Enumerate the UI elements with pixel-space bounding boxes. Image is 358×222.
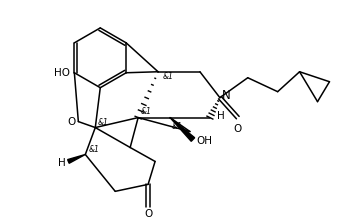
Polygon shape bbox=[68, 155, 85, 163]
Polygon shape bbox=[170, 118, 195, 141]
Text: &1: &1 bbox=[163, 72, 174, 81]
Text: &1: &1 bbox=[88, 145, 99, 154]
Text: &1: &1 bbox=[172, 122, 183, 131]
Text: O: O bbox=[234, 124, 242, 134]
Text: OH: OH bbox=[196, 135, 212, 145]
Text: O: O bbox=[144, 209, 152, 219]
Text: H: H bbox=[58, 159, 66, 168]
Text: O: O bbox=[67, 117, 75, 127]
Text: &1: &1 bbox=[97, 118, 108, 127]
Text: HO: HO bbox=[54, 68, 71, 78]
Text: H: H bbox=[217, 111, 224, 121]
Text: N: N bbox=[222, 89, 231, 102]
Text: &1: &1 bbox=[141, 107, 152, 116]
